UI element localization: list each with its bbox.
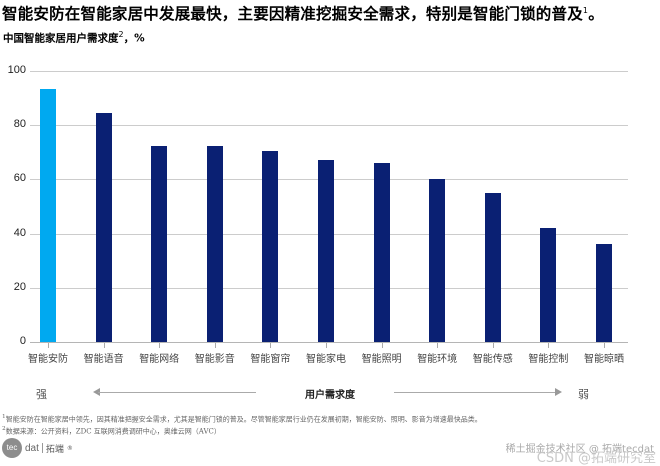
arrow-right-icon — [555, 388, 562, 396]
x-tick-label: 智能晾晒 — [584, 354, 624, 365]
x-tick-label: 智能窗帘 — [250, 354, 291, 365]
subtitle-unit: ，% — [123, 32, 145, 45]
y-tick-label: 80 — [13, 118, 26, 131]
footnote-1-text: 智能安防在智能家居中领先，因其精准把握安全需求，尤其是智能门锁的普及。尽管智能家… — [5, 415, 482, 424]
subtitle-text: 中国智能家居用户需求度 — [3, 32, 119, 45]
watermark-juejin: 稀土掘金技术社区 @ 拓端tecdat — [505, 444, 654, 455]
y-tick-label: 20 — [13, 280, 26, 293]
headline-footnote-ref: 1 — [582, 5, 589, 15]
headline-end: 。 — [588, 5, 604, 23]
y-tick-label: 100 — [7, 64, 26, 76]
logo-text: dat — [25, 442, 39, 454]
bar-3 — [151, 145, 168, 342]
bar-6 — [318, 160, 334, 342]
bar-4 — [206, 145, 223, 342]
x-axis-title: 用户需求度 — [305, 390, 355, 401]
gridline — [30, 71, 628, 72]
bar-8 — [429, 179, 446, 342]
watermark-csdn: CSDN @拓端研究室 — [536, 451, 656, 466]
arrow-line-left — [98, 392, 256, 393]
subtitle-footnote-ref: 2 — [118, 30, 124, 39]
bar-2 — [95, 113, 112, 342]
headline-text: 智能安防在智能家居中发展最快，主要因精准挖掘安全需求，特别是智能门锁的普及 — [2, 5, 583, 23]
footnote-2-ref: 2 — [2, 426, 6, 432]
x-tick-label: 智能影音 — [194, 354, 235, 365]
chart-headline: 智能安防在智能家居中发展最快，主要因精准挖掘安全需求，特别是智能门锁的普及1。 — [2, 2, 604, 24]
x-tick — [548, 343, 550, 348]
x-tick-label: 智能语音 — [83, 354, 124, 365]
arrow-line-right — [394, 392, 556, 393]
bar-11 — [596, 244, 612, 342]
footnote-1: 1智能安防在智能家居中领先，因其精准把握安全需求，尤其是智能门锁的普及。尽管智能… — [2, 414, 482, 424]
y-tick-label: 0 — [19, 335, 26, 347]
x-tick-label: 智能环境 — [417, 354, 458, 365]
bar-1 — [40, 88, 56, 342]
logo-cn-text: 拓端 — [45, 444, 64, 455]
axis-strong-label: 强 — [36, 388, 47, 401]
x-tick — [492, 343, 494, 348]
x-tick — [48, 343, 49, 348]
logo-reg: ® — [66, 444, 73, 452]
logo-divider — [41, 443, 43, 453]
x-tick — [437, 343, 439, 348]
x-tick-label: 智能网络 — [139, 354, 180, 365]
bar-chart: 0 20 40 60 80 100 智能安防 智能语音 智能网络 智能影音 智能窗帘 智能家电 智能照明… — [7, 64, 628, 365]
x-tick — [103, 343, 105, 348]
x-tick — [214, 343, 216, 348]
footnote-2: 2数据来源：公开资料，ZDC 互联网消费调研中心，奥维云网（AVC） — [2, 426, 221, 436]
x-tick — [159, 343, 161, 348]
bar-5 — [262, 150, 279, 342]
bar-7 — [373, 163, 390, 342]
x-tick — [604, 343, 605, 348]
arrow-left-icon — [93, 388, 100, 396]
y-tick-label: 40 — [13, 226, 26, 239]
logo-mark-icon: tec — [2, 438, 22, 458]
chart-subtitle: 中国智能家居用户需求度2，% — [3, 30, 145, 46]
x-tick — [381, 343, 383, 348]
bar-9 — [484, 192, 501, 342]
footnote-2-text: 数据来源：公开资料，ZDC 互联网消费调研中心，奥维云网（AVC） — [5, 427, 221, 436]
tecdat-logo: tec dat 拓端 ® — [2, 438, 73, 458]
gridline — [30, 342, 628, 343]
axis-weak-label: 弱 — [578, 388, 589, 401]
x-tick-label: 智能照明 — [361, 354, 402, 365]
x-tick — [270, 343, 272, 348]
footnote-1-ref: 1 — [2, 414, 6, 420]
x-tick — [326, 343, 327, 348]
gridline — [30, 125, 628, 127]
y-tick-label: 60 — [13, 172, 26, 185]
x-tick-label: 智能家电 — [306, 354, 346, 365]
x-tick-label: 智能控制 — [528, 354, 569, 365]
x-tick-label: 智能安防 — [28, 354, 68, 365]
x-tick-label: 智能传感 — [472, 354, 513, 365]
bar-10 — [540, 228, 557, 342]
